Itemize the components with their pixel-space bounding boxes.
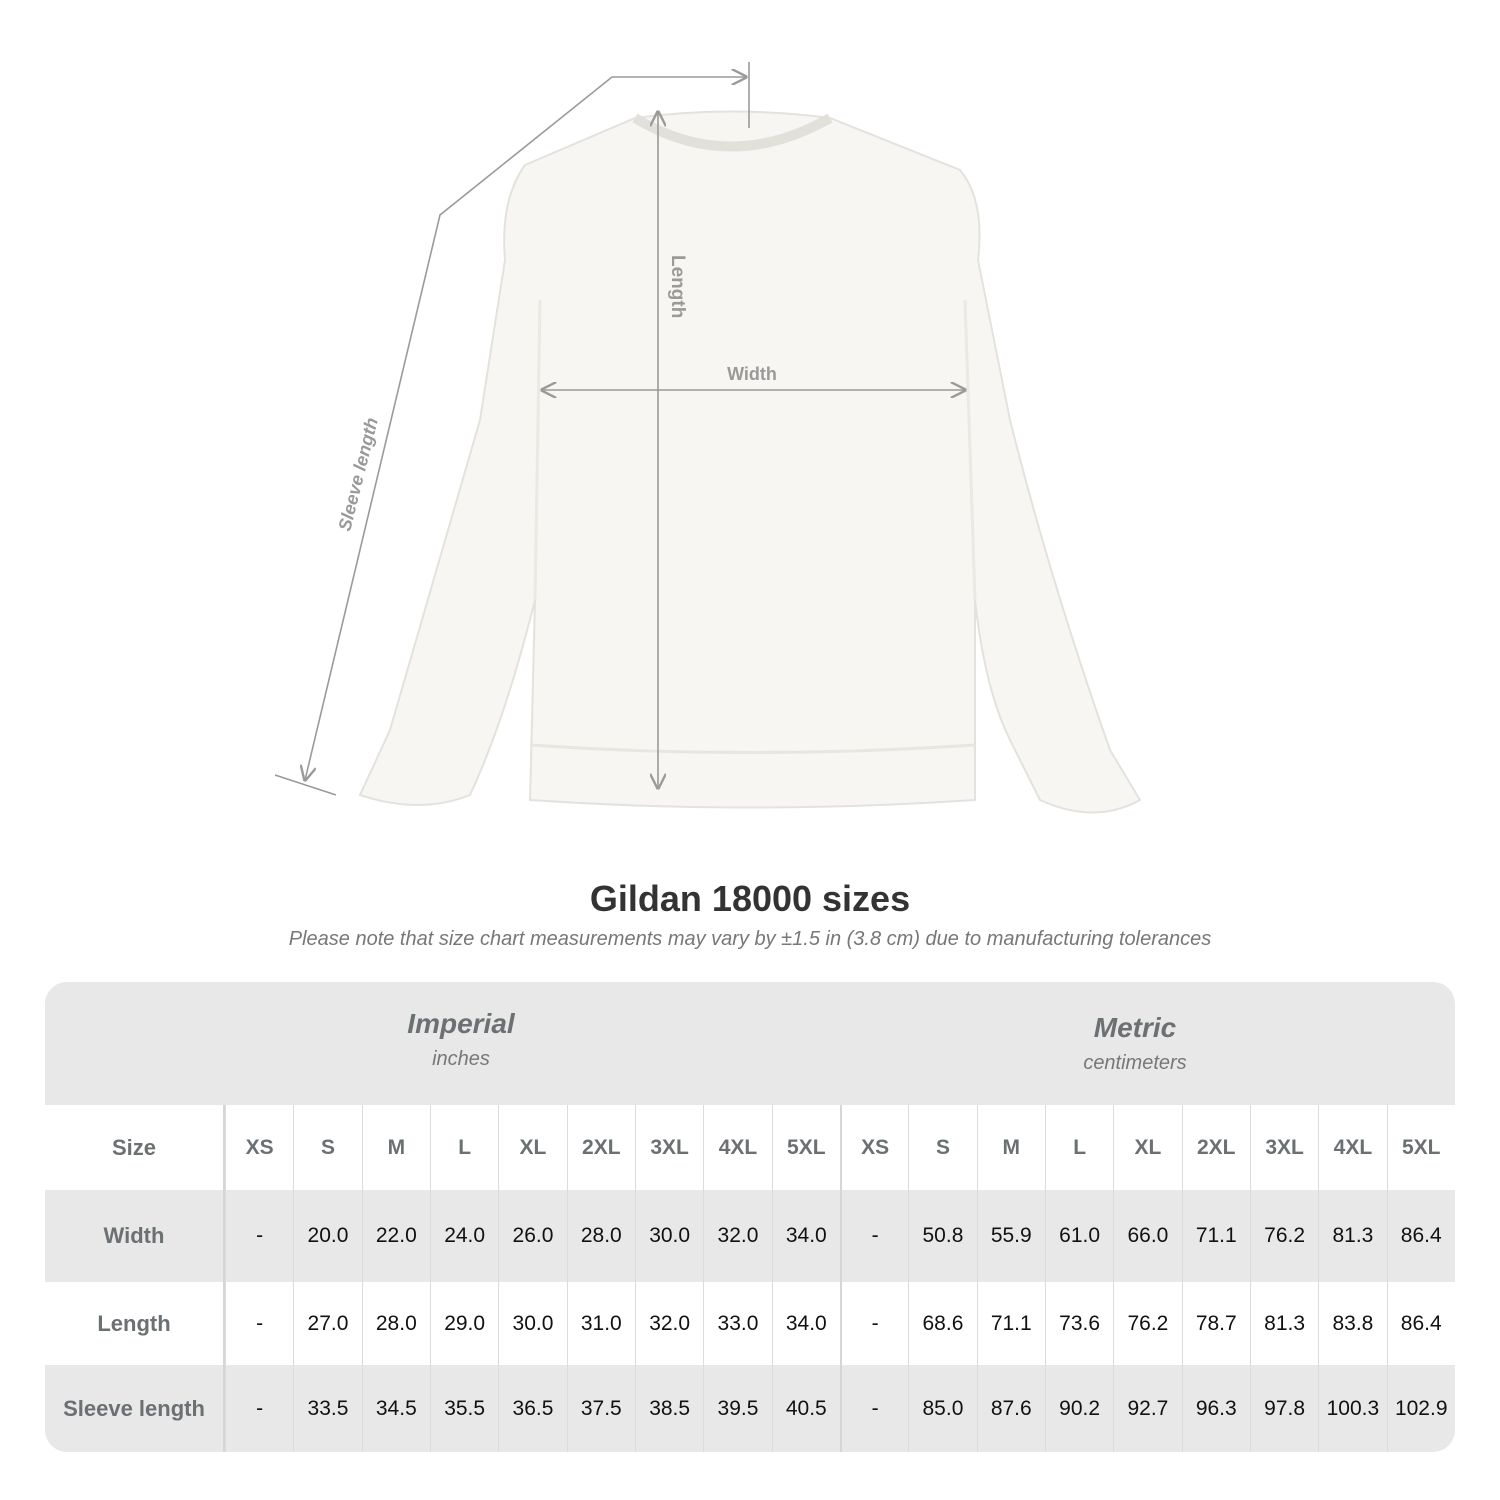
metric-value: 92.7 xyxy=(1113,1365,1181,1452)
size-table: Imperial inches Metric centimeters Size X… xyxy=(45,982,1455,1452)
metric-value: 68.6 xyxy=(908,1282,976,1365)
metric-value: - xyxy=(839,1365,908,1452)
size-header-imperial: S xyxy=(293,1105,361,1190)
size-header-imperial: XL xyxy=(498,1105,566,1190)
imperial-value: 32.0 xyxy=(634,1282,703,1365)
sleeve-length-line xyxy=(305,77,746,780)
imperial-value: 33.5 xyxy=(293,1365,361,1452)
metric-value: 66.0 xyxy=(1113,1190,1181,1282)
imperial-unit: inches xyxy=(432,1048,490,1070)
metric-value: 81.3 xyxy=(1249,1282,1318,1365)
imperial-value: 22.0 xyxy=(361,1190,430,1282)
sleeve-length-label: Sleeve length xyxy=(334,416,381,533)
table-row: Width -20.0 22.0 24.0 26.0 28.0 30.0 32.0 34.0-5… xyxy=(45,1190,1455,1282)
tolerance-note: Please note that size chart measurements… xyxy=(288,928,1212,950)
size-header-imperial: M xyxy=(361,1105,430,1190)
imperial-value: 30.0 xyxy=(634,1190,703,1282)
page-title: Gildan 18000 sizes xyxy=(589,878,911,919)
metric-value: 86.4 xyxy=(1386,1190,1455,1282)
metric-value: - xyxy=(839,1282,908,1365)
metric-value: 97.8 xyxy=(1249,1365,1318,1452)
imperial-value: 20.0 xyxy=(293,1190,361,1282)
size-header-imperial: 3XL xyxy=(634,1105,703,1190)
row-label: Size xyxy=(45,1105,225,1190)
imperial-value: - xyxy=(225,1365,293,1452)
metric-value: 87.6 xyxy=(976,1365,1045,1452)
sweatshirt-image xyxy=(358,110,1142,814)
size-header-metric: S xyxy=(908,1105,976,1190)
metric-value: 78.7 xyxy=(1181,1282,1250,1365)
imperial-value: 34.0 xyxy=(771,1190,840,1282)
metric-value: 61.0 xyxy=(1044,1190,1113,1282)
size-header-metric: 5XL xyxy=(1386,1105,1455,1190)
size-header-metric: 3XL xyxy=(1249,1105,1318,1190)
metric-value: 86.4 xyxy=(1386,1282,1455,1365)
metric-value: 50.8 xyxy=(908,1190,976,1282)
metric-value: 90.2 xyxy=(1044,1365,1113,1452)
size-header-imperial: 2XL xyxy=(566,1105,635,1190)
imperial-value: 35.5 xyxy=(429,1365,498,1452)
imperial-value: 34.5 xyxy=(361,1365,430,1452)
size-header-metric: M xyxy=(976,1105,1045,1190)
size-header-metric: XS xyxy=(839,1105,908,1190)
length-label: Length xyxy=(667,255,688,318)
metric-value: 55.9 xyxy=(976,1190,1045,1282)
width-label: Width xyxy=(727,364,777,384)
size-header-imperial: XS xyxy=(225,1105,293,1190)
metric-value: 76.2 xyxy=(1249,1190,1318,1282)
imperial-value: 28.0 xyxy=(566,1190,635,1282)
imperial-value: 34.0 xyxy=(771,1282,840,1365)
imperial-value: - xyxy=(225,1282,293,1365)
imperial-value: - xyxy=(225,1190,293,1282)
imperial-header: Imperial inches xyxy=(261,1008,661,1071)
imperial-value: 36.5 xyxy=(498,1365,566,1452)
imperial-value: 28.0 xyxy=(361,1282,430,1365)
imperial-value: 32.0 xyxy=(703,1190,771,1282)
imperial-value: 39.5 xyxy=(703,1365,771,1452)
imperial-value: 30.0 xyxy=(498,1282,566,1365)
metric-header: Metric centimeters xyxy=(935,1012,1335,1075)
size-header-metric: XL xyxy=(1113,1105,1181,1190)
size-header-metric: 4XL xyxy=(1318,1105,1386,1190)
imperial-value: 33.0 xyxy=(703,1282,771,1365)
imperial-value: 29.0 xyxy=(429,1282,498,1365)
imperial-value: 26.0 xyxy=(498,1190,566,1282)
size-header-imperial: 5XL xyxy=(771,1105,840,1190)
metric-value: 96.3 xyxy=(1181,1365,1250,1452)
table-row: Length -27.0 28.0 29.0 30.0 31.0 32.0 33.0 34.0-… xyxy=(45,1282,1455,1365)
imperial-value: 38.5 xyxy=(634,1365,703,1452)
metric-title: Metric xyxy=(1093,1012,1177,1043)
size-header-imperial: L xyxy=(429,1105,498,1190)
size-header-imperial: 4XL xyxy=(703,1105,771,1190)
metric-value: 81.3 xyxy=(1318,1190,1386,1282)
row-label: Width xyxy=(45,1190,225,1282)
imperial-value: 37.5 xyxy=(566,1365,635,1452)
metric-value: 71.1 xyxy=(976,1282,1045,1365)
unit-header-band xyxy=(45,982,1455,1105)
metric-value: 73.6 xyxy=(1044,1282,1113,1365)
metric-value: 71.1 xyxy=(1181,1190,1250,1282)
size-header-metric: 2XL xyxy=(1181,1105,1250,1190)
row-label: Length xyxy=(45,1282,225,1365)
row-label: Sleeve length xyxy=(45,1365,225,1452)
sleeve-tick-bottom xyxy=(274,774,337,796)
metric-value: 83.8 xyxy=(1318,1282,1386,1365)
size-header-row: Size XS S M L XL 2XL 3XL 4XL 5XL XS S M L XL 2XL 3XL 4XL 5… xyxy=(45,1105,1455,1190)
metric-value: 102.9 xyxy=(1386,1365,1455,1452)
metric-value: 85.0 xyxy=(908,1365,976,1452)
imperial-value: 24.0 xyxy=(429,1190,498,1282)
imperial-title: Imperial xyxy=(407,1008,515,1039)
metric-value: 76.2 xyxy=(1113,1282,1181,1365)
metric-value: - xyxy=(839,1190,908,1282)
table-row: Sleeve length -33.5 34.5 35.5 36.5 37.5 38.5 39… xyxy=(45,1365,1455,1452)
metric-unit: centimeters xyxy=(1083,1052,1187,1074)
imperial-value: 27.0 xyxy=(293,1282,361,1365)
sweatshirt-diagram: Length Width Sleeve length xyxy=(274,62,1142,814)
imperial-value: 31.0 xyxy=(566,1282,635,1365)
imperial-value: 40.5 xyxy=(771,1365,840,1452)
size-header-metric: L xyxy=(1044,1105,1113,1190)
metric-value: 100.3 xyxy=(1318,1365,1386,1452)
